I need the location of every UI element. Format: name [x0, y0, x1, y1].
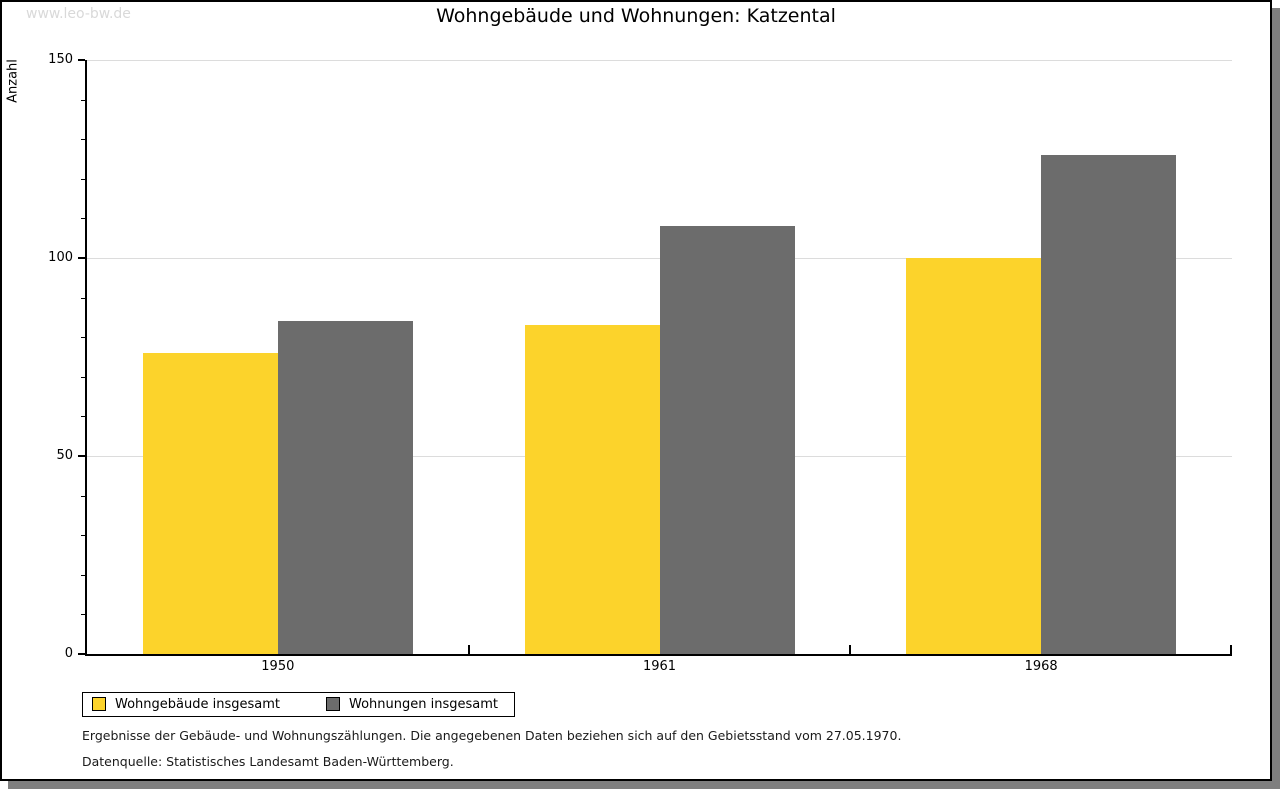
y-axis-major-tick: [78, 59, 85, 61]
legend: Wohngebäude insgesamt Wohnungen insgesam…: [82, 692, 515, 717]
y-axis-minor-tick: [81, 337, 85, 339]
legend-swatch-yellow: [92, 697, 106, 711]
footnote-line-2: Datenquelle: Statistisches Landesamt Bad…: [82, 754, 454, 769]
y-axis-minor-tick: [81, 178, 85, 180]
y-axis-major-tick: [78, 455, 85, 457]
y-axis-minor-tick: [81, 376, 85, 378]
legend-label: Wohngebäude insgesamt: [115, 696, 280, 712]
y-axis-minor-tick: [81, 416, 85, 418]
x-axis-category-label: 1950: [261, 659, 295, 674]
x-axis-category-label: 1968: [1024, 659, 1058, 674]
bar-wohngebäude-1968: [906, 258, 1042, 654]
bar-wohnungen-1961: [659, 226, 795, 654]
y-axis-tick-label: 100: [48, 250, 73, 265]
y-axis-major-tick: [78, 653, 85, 655]
gridline-150: [87, 60, 1232, 61]
x-axis-boundary-tick: [849, 645, 852, 654]
y-axis-tick-label: 50: [56, 448, 73, 463]
x-axis-boundary-tick: [467, 645, 470, 654]
legend-item-wohnungen: Wohnungen insgesamt: [326, 697, 498, 712]
footnote-line-1: Ergebnisse der Gebäude- und Wohnungszähl…: [82, 728, 902, 743]
chart-title: Wohngebäude und Wohnungen: Katzental: [436, 5, 836, 27]
bar-wohnungen-1950: [277, 321, 413, 654]
y-axis-major-tick: [78, 257, 85, 259]
y-axis-minor-tick: [81, 574, 85, 576]
y-axis-tick-label: 150: [48, 52, 73, 67]
bar-wohngebäude-1950: [142, 353, 278, 654]
bar-wohngebäude-1961: [524, 325, 660, 654]
bar-wohnungen-1968: [1041, 155, 1177, 654]
legend-label: Wohnungen insgesamt: [349, 696, 498, 712]
y-axis-tick-label: 0: [64, 646, 73, 661]
plot-area: 0 50 100 150 1950 1961 1968: [48, 52, 1232, 674]
y-axis-minor-tick: [81, 495, 85, 497]
y-axis-minor-tick: [81, 614, 85, 616]
y-axis-minor-tick: [81, 99, 85, 101]
x-axis-end-tick: [1230, 645, 1232, 654]
legend-item-wohngebaeude: Wohngebäude insgesamt: [92, 697, 280, 712]
x-axis-category-label: 1961: [642, 659, 677, 674]
legend-swatch-gray: [326, 697, 340, 711]
y-axis-minor-tick: [81, 139, 85, 141]
y-axis-minor-tick: [81, 297, 85, 299]
watermark: www.leo-bw.de: [26, 6, 131, 22]
y-axis-minor-tick: [81, 535, 85, 537]
y-axis-title: Anzahl: [5, 59, 21, 103]
y-axis-minor-tick: [81, 218, 85, 220]
